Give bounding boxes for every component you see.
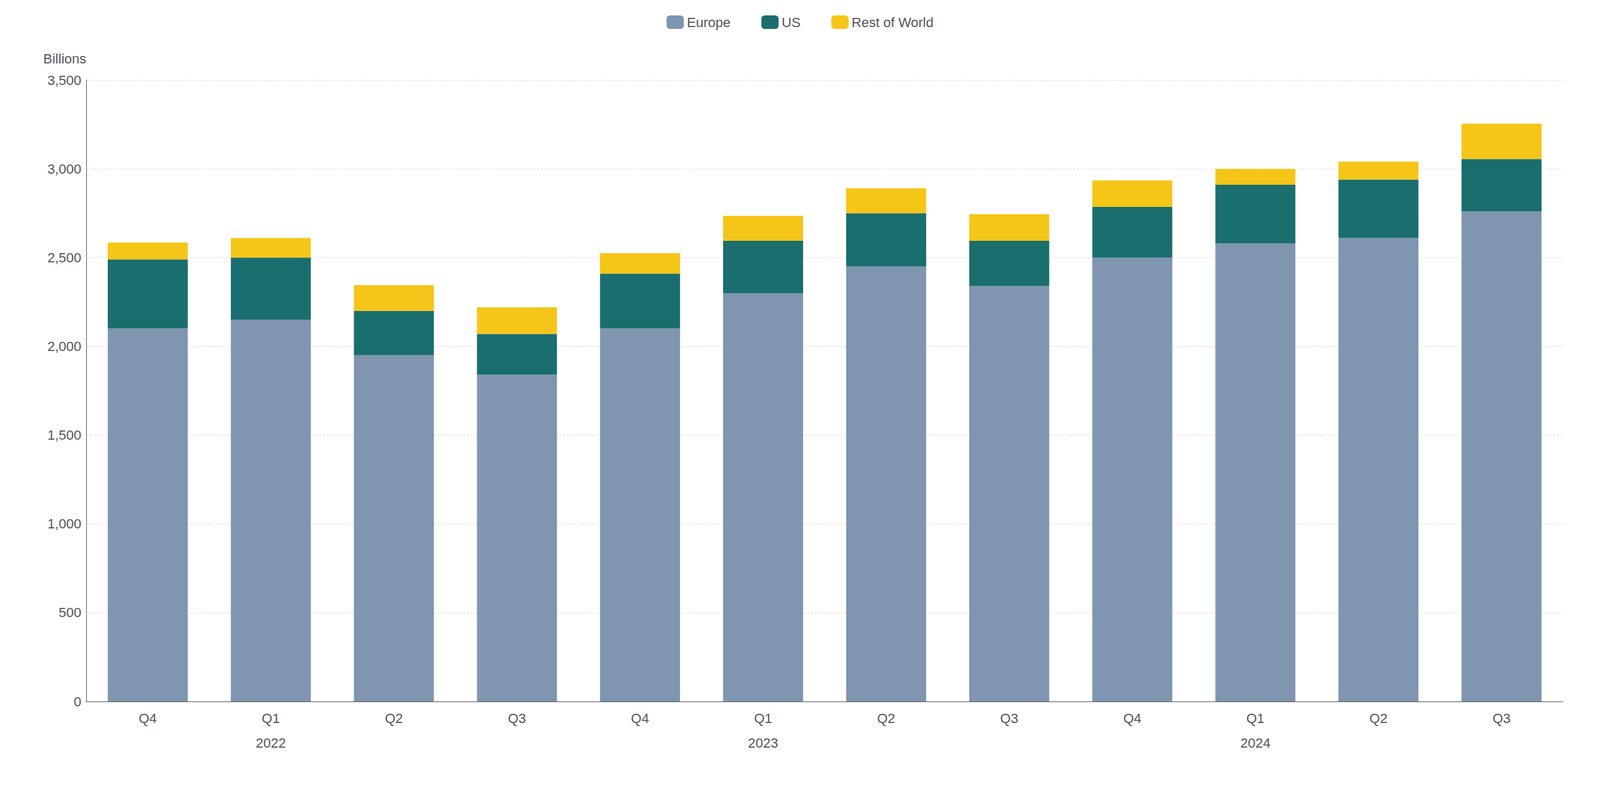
- svg-text:Q2: Q2: [384, 710, 403, 727]
- svg-text:Q4: Q4: [631, 710, 650, 727]
- svg-text:Europe: Europe: [686, 14, 731, 31]
- svg-text:Q2: Q2: [876, 710, 895, 727]
- svg-text:2022: 2022: [255, 735, 286, 751]
- svg-text:2024: 2024: [1240, 735, 1271, 751]
- svg-text:1,500: 1,500: [47, 427, 82, 443]
- svg-text:2,000: 2,000: [47, 338, 82, 355]
- svg-text:3,500: 3,500: [47, 72, 82, 89]
- svg-text:Q1: Q1: [753, 710, 772, 727]
- svg-text:Billions: Billions: [43, 51, 87, 67]
- svg-text:3,000: 3,000: [47, 161, 82, 177]
- svg-text:Q4: Q4: [1123, 710, 1142, 727]
- svg-text:Rest of World: Rest of World: [851, 14, 934, 31]
- svg-text:Q1: Q1: [1246, 710, 1265, 727]
- svg-text:Q3: Q3: [1492, 710, 1511, 727]
- svg-text:Q1: Q1: [261, 710, 280, 727]
- svg-text:Q4: Q4: [138, 710, 157, 727]
- svg-text:2023: 2023: [748, 735, 779, 751]
- svg-text:Q2: Q2: [1369, 710, 1388, 727]
- svg-text:Q3: Q3: [508, 710, 526, 727]
- svg-text:0: 0: [73, 694, 82, 710]
- svg-text:2,500: 2,500: [47, 250, 82, 266]
- svg-text:US: US: [781, 14, 801, 31]
- svg-text:1,000: 1,000: [47, 516, 82, 532]
- svg-text:500: 500: [58, 604, 82, 621]
- svg-text:Q3: Q3: [1000, 710, 1019, 727]
